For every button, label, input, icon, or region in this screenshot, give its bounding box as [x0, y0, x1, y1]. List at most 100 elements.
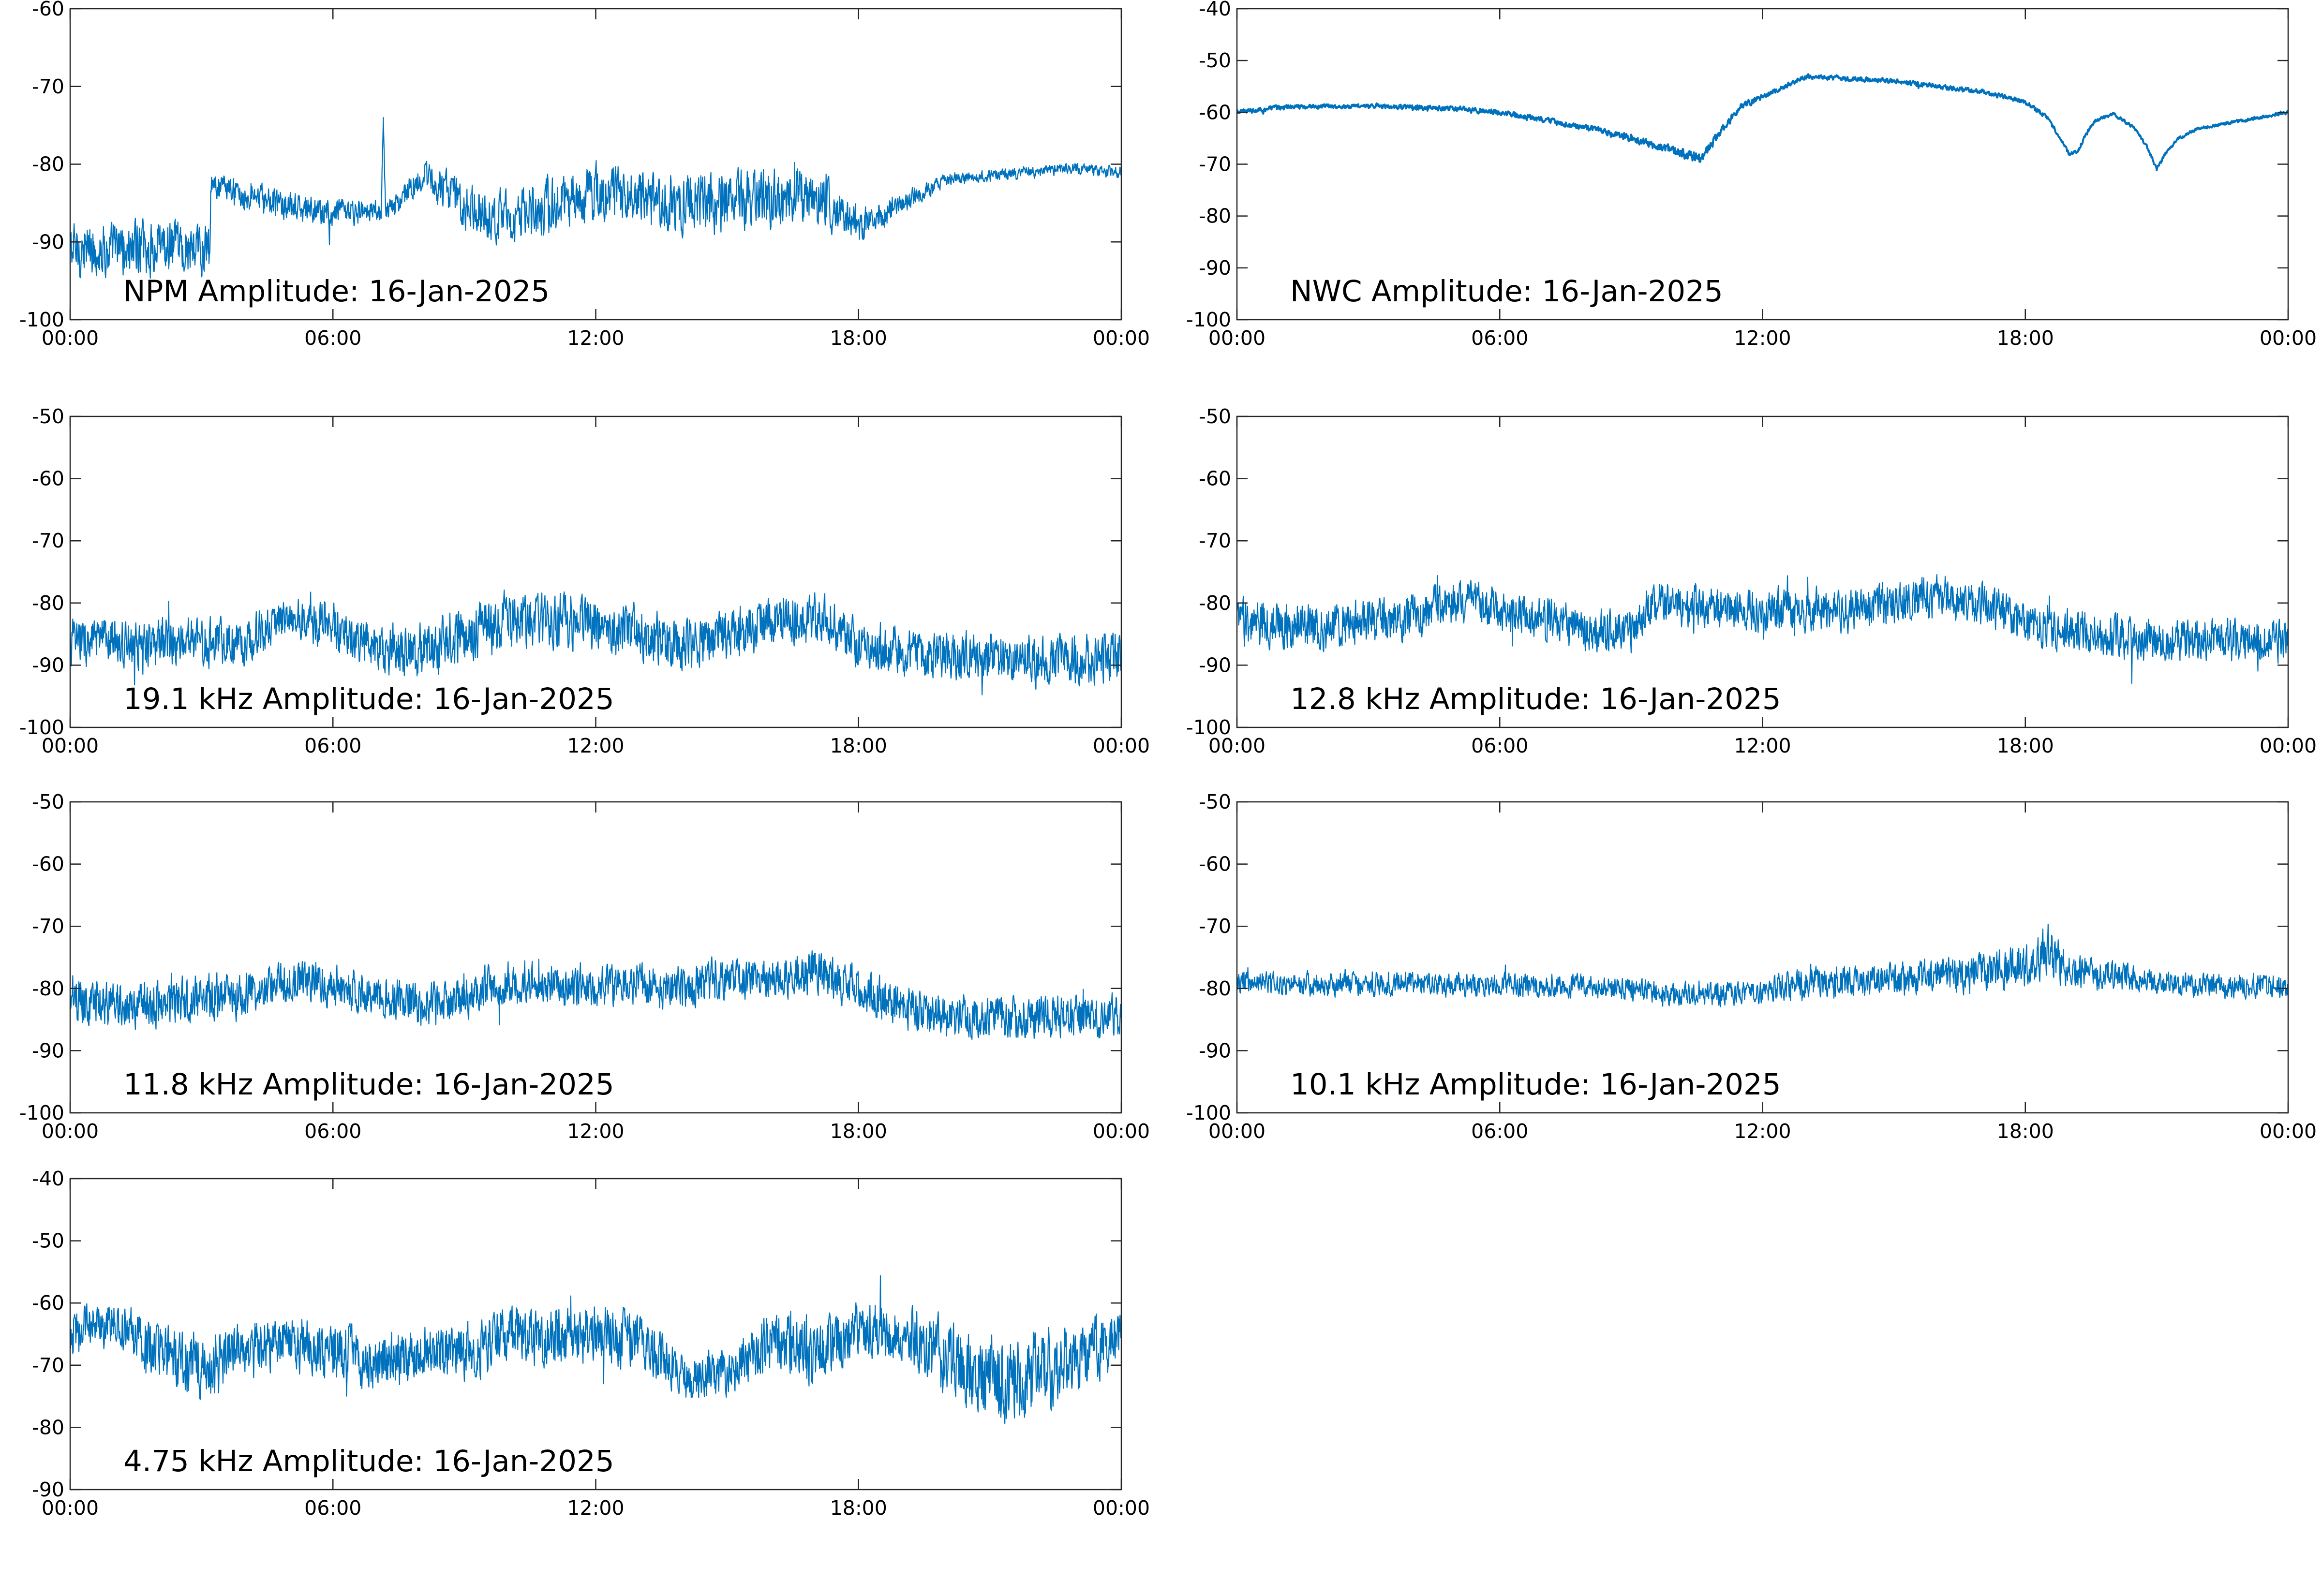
x-tick-label: 00:00	[1093, 1120, 1150, 1143]
chart-panel-6: 00:00 06:00 12:00 18:00 00:00-100-90-80-70-6…	[1186, 790, 2317, 1143]
y-tick-label: -100	[1186, 308, 1231, 331]
y-tick-label: -70	[32, 529, 64, 552]
x-tick-label: 18:00	[830, 1496, 887, 1520]
series-line	[1237, 73, 2288, 172]
chart-panel-7: 00:00 06:00 12:00 18:00 00:00-90-80-70-60-50…	[32, 1167, 1150, 1520]
chart-panel-1: 00:00 06:00 12:00 18:00 00:00-100-90-80-70-6…	[19, 0, 1150, 350]
x-tick-label: 00:00	[1093, 734, 1150, 757]
y-tick-label: -60	[32, 467, 64, 490]
x-tick-label: 06:00	[1471, 1120, 1528, 1143]
y-tick-label: -70	[32, 915, 64, 938]
y-tick-label: -90	[1199, 1039, 1231, 1062]
x-tick-label: 06:00	[304, 1120, 361, 1143]
y-tick-label: -50	[32, 790, 64, 813]
y-tick-label: -60	[1199, 853, 1231, 876]
y-tick-label: -40	[32, 1167, 64, 1190]
y-tick-label: -60	[32, 1291, 64, 1315]
y-tick-label: -60	[1199, 467, 1231, 490]
x-tick-label: 00:00	[2260, 1120, 2317, 1143]
x-tick-label: 18:00	[830, 734, 887, 757]
x-tick-label: 00:00	[1208, 1120, 1265, 1143]
x-tick-label: 12:00	[1734, 734, 1791, 757]
x-tick-label: 00:00	[42, 326, 99, 350]
y-tick-label: -100	[1186, 716, 1231, 739]
x-tick-label: 06:00	[304, 734, 361, 757]
series-line	[70, 589, 1121, 695]
x-tick-label: 18:00	[1997, 326, 2054, 350]
y-tick-label: -80	[32, 153, 64, 176]
y-tick-label: -70	[1199, 529, 1231, 552]
chart-panel-2: 00:00 06:00 12:00 18:00 00:00-100-90-80-70-6…	[1186, 0, 2317, 350]
x-tick-label: 18:00	[1997, 734, 2054, 757]
x-tick-label: 12:00	[567, 326, 624, 350]
y-tick-label: -80	[32, 977, 64, 1000]
series-line	[1237, 574, 2288, 684]
x-tick-label: 06:00	[304, 326, 361, 350]
series-line	[70, 1275, 1121, 1424]
y-tick-label: -50	[32, 405, 64, 428]
y-tick-label: -50	[1199, 405, 1231, 428]
y-tick-label: -60	[32, 0, 64, 20]
y-tick-label: -60	[32, 853, 64, 876]
y-tick-label: -90	[32, 230, 64, 253]
x-tick-label: 12:00	[567, 734, 624, 757]
y-tick-label: -70	[1199, 915, 1231, 938]
y-tick-label: -100	[19, 1101, 64, 1124]
y-tick-label: -70	[1199, 153, 1231, 176]
panel-title: 11.8 kHz Amplitude: 16-Jan-2025	[123, 1067, 614, 1102]
y-tick-label: -80	[1199, 591, 1231, 615]
x-tick-label: 00:00	[1093, 326, 1150, 350]
x-tick-label: 00:00	[42, 1496, 99, 1520]
y-tick-label: -100	[19, 308, 64, 331]
panel-title: 10.1 kHz Amplitude: 16-Jan-2025	[1290, 1067, 1781, 1102]
panel-title: NPM Amplitude: 16-Jan-2025	[123, 274, 550, 309]
y-tick-label: -70	[32, 1354, 64, 1377]
y-tick-label: -100	[19, 716, 64, 739]
y-tick-label: -80	[1199, 977, 1231, 1000]
x-tick-label: 12:00	[1734, 1120, 1791, 1143]
x-tick-label: 00:00	[2260, 734, 2317, 757]
panel-title: 19.1 kHz Amplitude: 16-Jan-2025	[123, 682, 614, 716]
y-tick-label: -40	[1199, 0, 1231, 20]
series-line	[70, 117, 1121, 279]
y-tick-label: -60	[1199, 101, 1231, 124]
y-tick-label: -90	[32, 1478, 64, 1501]
x-tick-label: 12:00	[567, 1496, 624, 1520]
x-tick-label: 00:00	[1093, 1496, 1150, 1520]
x-tick-label: 00:00	[1208, 734, 1265, 757]
series-line	[70, 950, 1121, 1040]
x-tick-label: 00:00	[1208, 326, 1265, 350]
x-tick-label: 18:00	[830, 326, 887, 350]
y-tick-label: -80	[32, 591, 64, 615]
y-tick-label: -80	[32, 1416, 64, 1439]
y-tick-label: -70	[32, 75, 64, 98]
x-tick-label: 00:00	[42, 1120, 99, 1143]
chart-panel-5: 00:00 06:00 12:00 18:00 00:00-100-90-80-70-6…	[19, 790, 1150, 1143]
chart-panel-3: 00:00 06:00 12:00 18:00 00:00-100-90-80-70-6…	[19, 405, 1150, 757]
x-tick-label: 00:00	[42, 734, 99, 757]
y-tick-label: -90	[1199, 256, 1231, 280]
x-tick-label: 00:00	[2260, 326, 2317, 350]
y-tick-label: -100	[1186, 1101, 1231, 1124]
series-line	[1237, 923, 2288, 1007]
x-tick-label: 18:00	[1997, 1120, 2054, 1143]
y-tick-label: -50	[32, 1229, 64, 1253]
y-tick-label: -90	[1199, 653, 1231, 677]
x-tick-label: 18:00	[830, 1120, 887, 1143]
x-tick-label: 06:00	[304, 1496, 361, 1520]
x-tick-label: 06:00	[1471, 326, 1528, 350]
x-tick-label: 12:00	[567, 1120, 624, 1143]
y-tick-label: -90	[32, 1039, 64, 1062]
x-tick-label: 12:00	[1734, 326, 1791, 350]
chart-panel-4: 00:00 06:00 12:00 18:00 00:00-100-90-80-70-6…	[1186, 405, 2317, 757]
x-tick-label: 06:00	[1471, 734, 1528, 757]
panel-title: 4.75 kHz Amplitude: 16-Jan-2025	[123, 1444, 614, 1478]
y-tick-label: -50	[1199, 790, 1231, 813]
y-tick-label: -50	[1199, 49, 1231, 72]
panel-title: NWC Amplitude: 16-Jan-2025	[1290, 274, 1723, 309]
y-tick-label: -80	[1199, 205, 1231, 228]
panel-title: 12.8 kHz Amplitude: 16-Jan-2025	[1290, 682, 1781, 716]
y-tick-label: -90	[32, 653, 64, 677]
